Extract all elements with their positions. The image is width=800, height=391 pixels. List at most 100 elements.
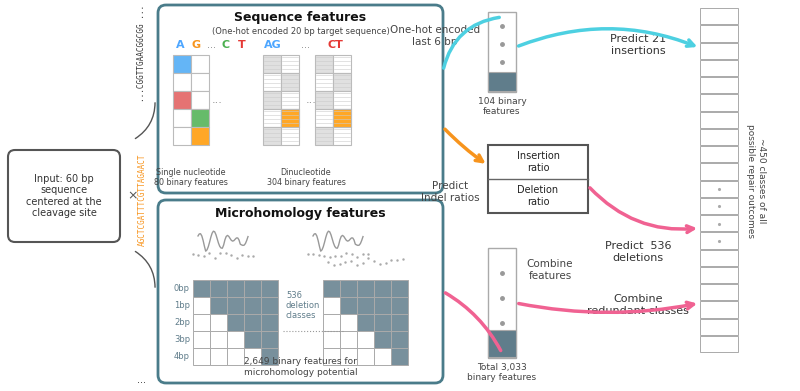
Bar — [244, 297, 261, 314]
Bar — [227, 348, 244, 365]
Bar — [357, 348, 374, 365]
Bar — [357, 280, 374, 297]
Bar — [700, 129, 738, 145]
Text: ×: × — [128, 190, 138, 203]
Bar — [244, 348, 261, 365]
Bar — [193, 348, 210, 365]
Bar — [315, 91, 333, 109]
Text: Predict
Indel ratios: Predict Indel ratios — [421, 181, 479, 203]
Bar — [488, 12, 516, 92]
Bar — [340, 331, 357, 348]
Bar — [700, 111, 738, 128]
Bar — [340, 280, 357, 297]
Bar — [374, 331, 391, 348]
Bar — [261, 297, 278, 314]
Bar — [374, 297, 391, 314]
Bar — [227, 314, 244, 331]
Bar — [210, 348, 227, 365]
Bar — [700, 181, 738, 197]
Text: Total 3,033
binary features: Total 3,033 binary features — [467, 363, 537, 382]
Text: Dinucleotide
304 binary features: Dinucleotide 304 binary features — [266, 168, 346, 187]
Bar — [700, 146, 738, 162]
Text: 0bp: 0bp — [174, 284, 190, 293]
Bar — [391, 280, 408, 297]
Bar — [374, 280, 391, 297]
Bar — [263, 55, 281, 73]
Bar — [191, 55, 209, 73]
Bar — [173, 91, 191, 109]
Bar — [281, 91, 299, 109]
Text: Microhomology features: Microhomology features — [215, 206, 386, 219]
Bar — [315, 55, 333, 73]
Bar — [700, 163, 738, 179]
Bar — [210, 297, 227, 314]
Text: ...: ... — [207, 40, 217, 50]
Bar — [700, 215, 738, 231]
Bar — [227, 331, 244, 348]
Bar — [374, 314, 391, 331]
Text: ...: ... — [301, 40, 310, 50]
Bar — [244, 280, 261, 297]
Text: CT: CT — [327, 40, 343, 50]
Bar — [261, 331, 278, 348]
Bar — [357, 297, 374, 314]
Bar — [193, 280, 210, 297]
Text: 536
deletion
classes: 536 deletion classes — [286, 291, 320, 320]
Bar — [261, 280, 278, 297]
Bar — [700, 60, 738, 76]
Text: 1bp: 1bp — [174, 301, 190, 310]
Bar — [193, 314, 210, 331]
Bar — [391, 331, 408, 348]
Bar — [340, 297, 357, 314]
FancyBboxPatch shape — [8, 150, 120, 242]
Bar — [191, 73, 209, 91]
Bar — [700, 267, 738, 283]
Bar — [323, 348, 340, 365]
Bar — [210, 331, 227, 348]
Bar — [488, 72, 516, 91]
Bar — [488, 330, 516, 357]
Bar — [227, 280, 244, 297]
Text: 2bp: 2bp — [174, 318, 190, 327]
Bar — [323, 331, 340, 348]
Bar — [193, 297, 210, 314]
Text: 4bp: 4bp — [174, 352, 190, 361]
Bar — [173, 73, 191, 91]
Text: Insertion
ratio: Insertion ratio — [517, 151, 559, 173]
Text: A: A — [176, 40, 184, 50]
Text: ~450 classes of all
possible repair outcomes: ~450 classes of all possible repair outc… — [746, 124, 766, 237]
Bar — [391, 297, 408, 314]
Bar — [700, 284, 738, 300]
Bar — [315, 109, 333, 127]
Bar — [281, 55, 299, 73]
Bar — [340, 314, 357, 331]
Bar — [315, 73, 333, 91]
Bar — [261, 314, 278, 331]
Bar — [263, 127, 281, 145]
Bar — [210, 280, 227, 297]
Text: Predict 21
insertions: Predict 21 insertions — [610, 34, 666, 56]
Bar — [333, 127, 351, 145]
Text: C: C — [222, 40, 230, 50]
Text: Combine
features: Combine features — [526, 259, 574, 281]
Bar — [700, 43, 738, 59]
Bar — [374, 348, 391, 365]
Text: 2,649 binary features for
microhomology potential: 2,649 binary features for microhomology … — [244, 357, 358, 377]
Bar — [333, 55, 351, 73]
Text: Deletion
ratio: Deletion ratio — [518, 185, 558, 207]
Text: G: G — [191, 40, 201, 50]
Bar — [488, 145, 588, 213]
Bar — [700, 198, 738, 214]
Bar — [173, 109, 191, 127]
Bar — [391, 348, 408, 365]
Bar — [700, 336, 738, 352]
Bar — [340, 348, 357, 365]
Text: Input: 60 bp
sequence
centered at the
cleavage site: Input: 60 bp sequence centered at the cl… — [26, 174, 102, 219]
Bar — [333, 109, 351, 127]
Bar — [261, 348, 278, 365]
Text: Sequence features: Sequence features — [234, 11, 366, 25]
Bar — [281, 127, 299, 145]
FancyBboxPatch shape — [158, 200, 443, 383]
Text: 104 binary
features: 104 binary features — [478, 97, 526, 117]
Bar — [700, 77, 738, 93]
